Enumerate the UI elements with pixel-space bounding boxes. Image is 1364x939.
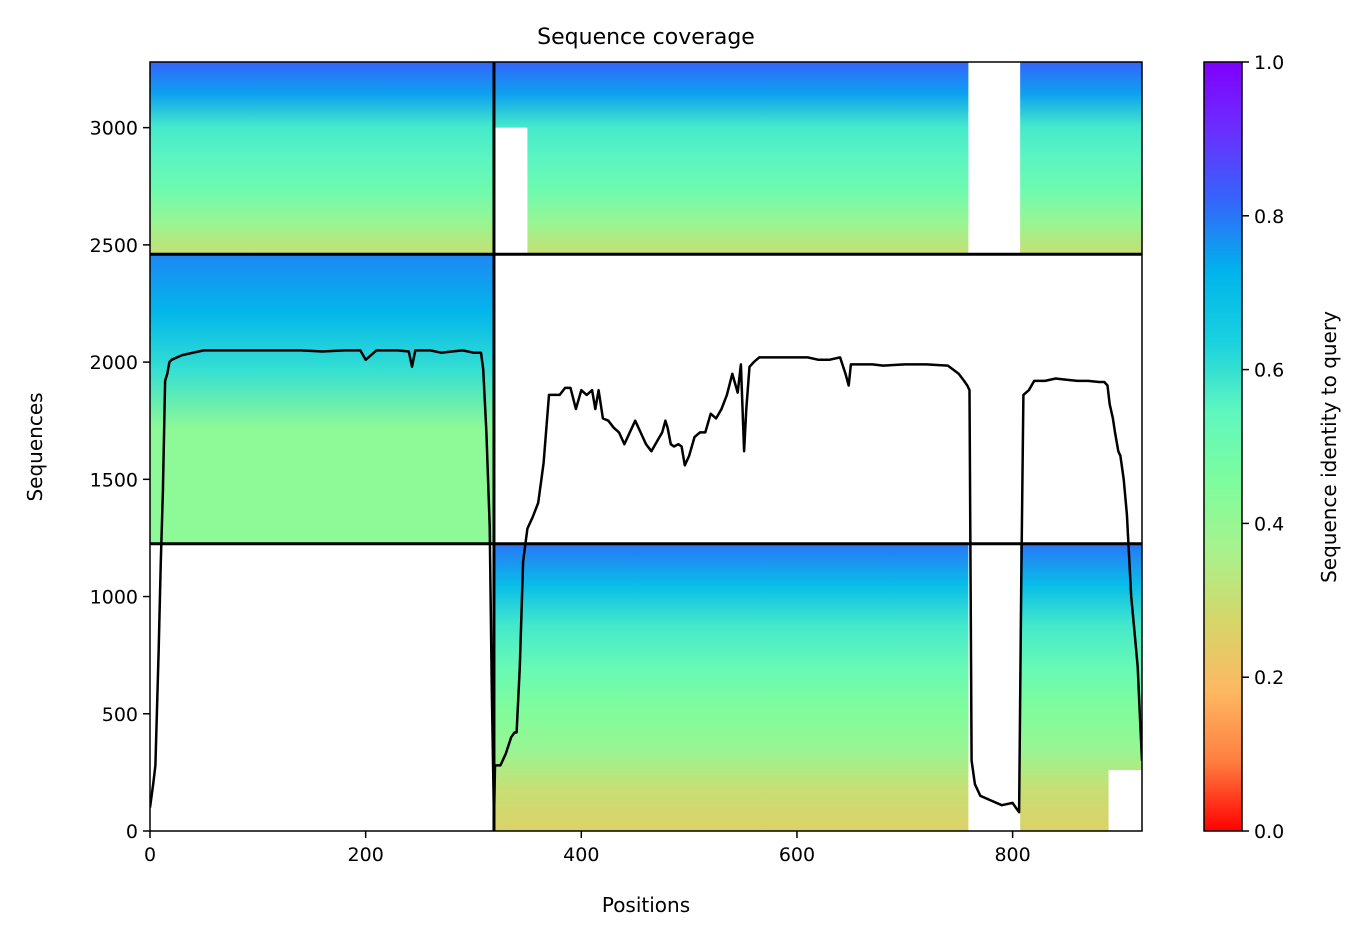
coverage-gap xyxy=(493,127,528,255)
x-tick-label: 800 xyxy=(994,844,1030,866)
chart-title: Sequence coverage xyxy=(537,25,755,50)
x-axis-label: Positions xyxy=(602,893,690,917)
coverage-block xyxy=(493,62,1142,255)
y-tick-label: 2500 xyxy=(90,235,138,257)
y-tick-label: 1500 xyxy=(90,469,138,491)
coverage-blocks xyxy=(150,62,1142,831)
x-tick-label: 200 xyxy=(348,844,384,866)
colorbar-tick-label: 1.0 xyxy=(1254,52,1284,74)
block-separators xyxy=(150,62,1142,831)
colorbar xyxy=(1203,61,1243,832)
plot-area xyxy=(150,62,1142,831)
y-tick-label: 2000 xyxy=(90,352,138,374)
colorbar-tick-label: 0.2 xyxy=(1254,667,1284,689)
plot-frame xyxy=(149,61,1143,832)
x-axis-ticks: 0 200 400 600 800 xyxy=(144,831,1031,866)
y-axis-ticks: 0 500 1000 1500 2000 2500 3000 xyxy=(90,118,150,843)
colorbar-label: Sequence identity to query xyxy=(1317,311,1341,583)
coverage-gaps xyxy=(493,62,1142,831)
coverage-gap xyxy=(1108,770,1142,831)
colorbar-tick-label: 0.8 xyxy=(1254,206,1284,228)
colorbar-tick-label: 0.4 xyxy=(1254,513,1284,535)
x-tick-label: 400 xyxy=(563,844,599,866)
x-tick-label: 0 xyxy=(144,844,156,866)
colorbar-tick-label: 0.0 xyxy=(1254,821,1284,843)
coverage-gap xyxy=(968,62,1021,255)
coverage-block xyxy=(150,62,494,255)
colorbar-ticks: 0.0 0.2 0.4 0.6 0.8 1.0 xyxy=(1242,52,1284,843)
coverage-block xyxy=(150,254,494,544)
coverage-line xyxy=(150,349,1142,821)
y-tick-label: 3000 xyxy=(90,118,138,140)
x-tick-label: 600 xyxy=(779,844,815,866)
y-tick-label: 1000 xyxy=(90,587,138,609)
y-tick-label: 0 xyxy=(126,821,138,843)
colorbar-tick-label: 0.6 xyxy=(1254,360,1284,382)
coverage-gap xyxy=(968,543,1021,831)
y-tick-label: 500 xyxy=(102,704,138,726)
y-axis-label: Sequences xyxy=(23,392,47,501)
coverage-block xyxy=(493,543,1142,831)
